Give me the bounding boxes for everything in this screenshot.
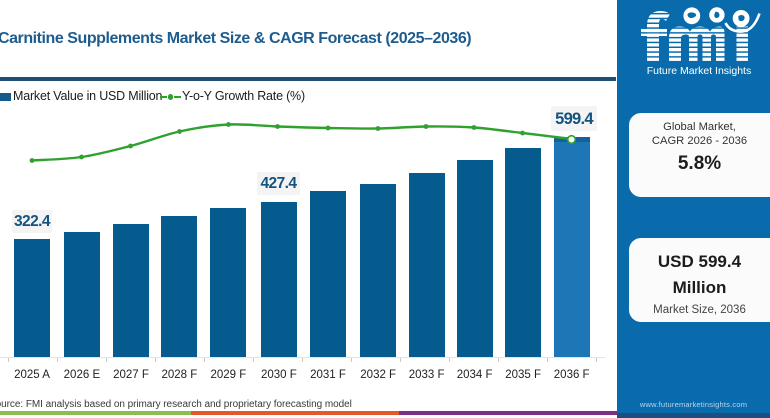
svg-text:Future Market Insights: Future Market Insights xyxy=(647,65,751,77)
